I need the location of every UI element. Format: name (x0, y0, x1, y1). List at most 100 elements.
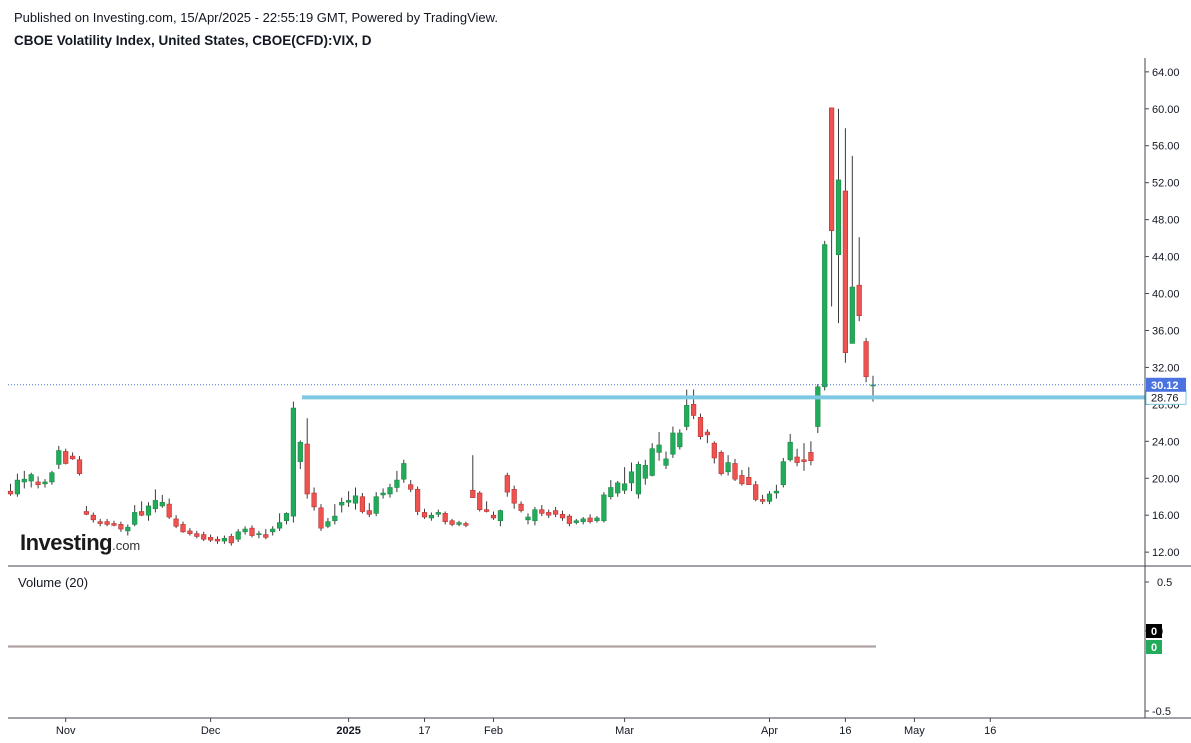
candle-up (56, 445, 62, 470)
candle-body (276, 522, 283, 529)
candle-body (435, 512, 441, 515)
candle-up (822, 240, 828, 391)
candle-body (14, 479, 20, 495)
candle-body (822, 244, 828, 388)
candle-up (325, 517, 331, 529)
candle-down (828, 107, 835, 307)
y-tick-label: 24.00 (1152, 436, 1180, 448)
candle-body (83, 511, 89, 515)
candle-up (242, 526, 248, 535)
candle-down (63, 448, 69, 465)
candle-body (470, 489, 476, 498)
candle-down (483, 501, 490, 513)
y-tick-label: 64.00 (1152, 67, 1180, 79)
candle-down (718, 450, 724, 476)
candle-body (518, 503, 524, 511)
candle-down (7, 483, 14, 496)
candle-down (442, 511, 448, 525)
candle-up (525, 513, 531, 525)
candle-body (615, 482, 621, 494)
x-tick-label: Dec (201, 725, 221, 737)
candle-down (318, 504, 324, 531)
candle-down (753, 481, 759, 502)
candle-down (97, 518, 103, 527)
candle-body (180, 524, 186, 533)
candle-body (780, 461, 786, 486)
candle-body (608, 487, 614, 498)
candle-body (552, 510, 559, 515)
candle-down (90, 512, 96, 523)
candle-up (780, 457, 786, 488)
candle-down (83, 505, 89, 516)
candle-up (677, 429, 683, 450)
volume-tick-label: 0.5 (1157, 577, 1172, 589)
y-tick-label: 44.00 (1152, 252, 1180, 264)
candle-body (566, 515, 572, 524)
x-tick-label: May (904, 725, 925, 737)
candle-down (856, 237, 862, 322)
candle-body (304, 443, 310, 495)
candle-body (325, 521, 331, 527)
candle-down (808, 441, 814, 466)
candle-body (635, 464, 641, 495)
y-tick-label: 56.00 (1152, 141, 1180, 153)
candle-down (76, 456, 83, 476)
candle-body (725, 462, 731, 473)
candle-body (842, 190, 848, 353)
candle-body (677, 432, 683, 448)
candle-down (249, 525, 255, 538)
candle-body (111, 523, 117, 526)
candle-down (697, 413, 704, 440)
logo-brand: Investing (20, 530, 113, 555)
candle-body (801, 459, 807, 462)
candle-down (366, 503, 372, 518)
candle-body (235, 531, 241, 540)
y-tick-label: 60.00 (1152, 104, 1180, 116)
candle-down (463, 521, 469, 528)
candle-body (863, 341, 869, 377)
candle-body (483, 509, 490, 512)
candle-up (428, 512, 435, 521)
candle-body (594, 517, 600, 522)
candle-body (166, 503, 172, 518)
volume-badge-green (1146, 640, 1162, 654)
candle-up (621, 467, 628, 494)
candle-up (221, 535, 228, 544)
candle-down (228, 533, 234, 546)
candle-up (642, 459, 648, 485)
candle-up (849, 155, 855, 344)
y-tick-label: 40.00 (1152, 289, 1180, 301)
candle-down (842, 128, 848, 363)
candle-body (732, 463, 738, 480)
candle-up (532, 506, 538, 526)
candle-body (270, 528, 276, 533)
candle-down (518, 501, 524, 513)
candle-body (787, 441, 793, 461)
candle-body (380, 492, 386, 496)
candle-body (828, 107, 835, 232)
candle-up (132, 505, 138, 527)
candle-body (746, 477, 752, 486)
candle-up (435, 509, 441, 518)
candle-down (139, 501, 145, 517)
candle-body (387, 487, 393, 495)
candle-up (49, 470, 55, 485)
candle-body (70, 455, 76, 460)
candle-body (152, 500, 159, 510)
candle-body (504, 475, 510, 493)
logo-suffix: .com (112, 538, 141, 553)
candle-up (28, 472, 34, 488)
candle-body (573, 520, 579, 523)
volume-tick-label: -0.5 (1152, 706, 1171, 718)
candle-body (428, 514, 435, 519)
candle-body (256, 533, 262, 535)
axis-layer: 64.00 60.00 56.00 52.00 48.00 44.00 40.00 36.00… (8, 58, 1191, 737)
candle-body (145, 505, 152, 516)
candle-body (21, 478, 27, 483)
candle-body (283, 513, 290, 522)
candle-up (256, 530, 262, 539)
candle-down (449, 518, 455, 527)
candle-body (649, 448, 655, 476)
candle-body (352, 495, 359, 504)
symbol-title: CBOE Volatility Index, United States, CB… (14, 33, 372, 48)
